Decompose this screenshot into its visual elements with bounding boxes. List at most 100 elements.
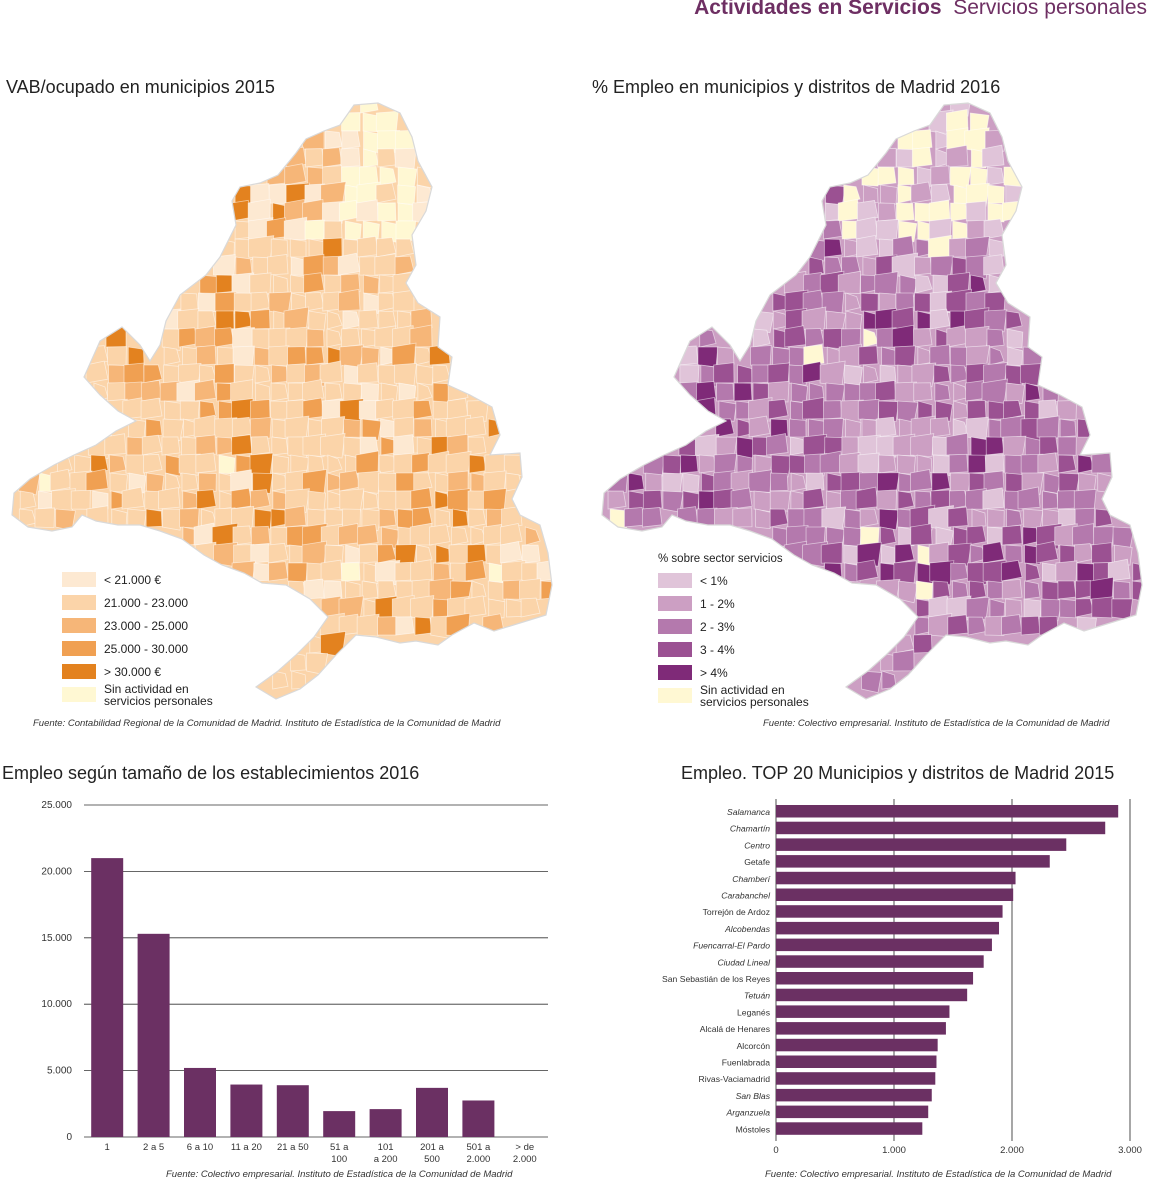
chart1-bar-chart: 0 5.000 10.000 15.000 20.000 25.000 1 2 a 5 6 a … (41, 800, 548, 1165)
municipality-cell (471, 580, 487, 600)
municipality-cell (1003, 166, 1025, 188)
municipality-cell (255, 382, 271, 402)
municipality-cell (301, 540, 328, 567)
municipality-cell (767, 398, 789, 420)
municipality-cell (911, 146, 933, 168)
municipality-cell (929, 560, 955, 586)
municipality-cell (324, 130, 343, 150)
municipality-cell (270, 364, 289, 384)
map2-legend-label: 3 - 4% (700, 642, 735, 657)
municipality-cell (1091, 596, 1114, 619)
municipality-cell (164, 454, 184, 477)
municipality-cell (859, 508, 879, 528)
municipality-cell (285, 146, 307, 168)
map2-legend-item: > 4% (658, 661, 809, 684)
municipality-cell (536, 559, 552, 582)
municipality-cell (488, 598, 506, 619)
municipality-cell (855, 486, 879, 510)
municipality-cell (468, 454, 487, 474)
map1-legend-item: 23.000 - 25.000 (62, 614, 213, 637)
y-tick-label: 25.000 (41, 800, 72, 811)
municipality-cell (1059, 418, 1077, 438)
map1-legend-item: > 30.000 € (62, 660, 213, 683)
municipality-cell (913, 328, 933, 348)
municipality-cell (878, 454, 897, 474)
municipality-cell (863, 364, 879, 384)
municipality-cell (105, 326, 127, 348)
municipality-cell (952, 220, 969, 240)
municipality-cell (193, 414, 217, 438)
municipality-cell (1059, 598, 1078, 619)
municipality-cell (748, 397, 773, 422)
municipality-cell (447, 470, 469, 492)
municipality-cell (913, 382, 933, 402)
bar (776, 1022, 946, 1035)
municipality-cell (195, 452, 217, 474)
municipality-cell (343, 418, 361, 438)
municipality-cell (930, 417, 951, 438)
municipality-cell (270, 526, 290, 547)
municipality-cell (196, 344, 217, 366)
map2-legend-item: 1 - 2% (658, 592, 809, 615)
map1-legend-swatch (62, 687, 96, 702)
map2-legend-item: 3 - 4% (658, 638, 809, 661)
municipality-cell (340, 327, 361, 348)
municipality-cell (987, 400, 1005, 420)
municipality-cell (104, 433, 127, 456)
municipality-cell (1057, 580, 1077, 600)
municipality-cell (737, 364, 753, 384)
municipality-cell (898, 220, 918, 243)
municipality-cell (320, 631, 347, 658)
municipality-cell (413, 418, 433, 438)
municipality-cell (678, 345, 699, 366)
map1-source: Fuente: Contabilidad Regional de la Comu… (33, 718, 501, 729)
map2-legend-swatch (658, 573, 692, 588)
municipality-cell (863, 184, 879, 204)
map2-legend-title: % sobre sector servicios (658, 553, 783, 565)
municipality-cell (322, 147, 343, 168)
y-tick-label: Centro (744, 840, 770, 850)
municipality-cell (1006, 508, 1023, 528)
municipality-cell (429, 524, 451, 546)
municipality-cell (875, 578, 901, 604)
municipality-cell (393, 434, 415, 456)
municipality-cell (500, 523, 523, 546)
municipality-cell (802, 487, 825, 510)
municipality-cell (841, 436, 861, 456)
municipality-cell (249, 272, 272, 295)
map1-title: VAB/ocupado en municipios 2015 (6, 77, 275, 97)
municipality-cell (146, 472, 165, 494)
municipality-cell (732, 507, 753, 528)
municipality-cell (770, 454, 793, 478)
municipality-cell (378, 490, 399, 512)
municipality-cell (624, 506, 645, 528)
municipality-cell (1057, 436, 1077, 456)
map2-legend-label: Sin actividad en servicios personales (700, 682, 809, 709)
municipality-cell (950, 202, 969, 222)
municipality-cell (911, 362, 937, 388)
municipality-cell (214, 363, 235, 384)
municipality-cell (355, 450, 380, 475)
x-tick-label: 501 a 2.000 (467, 1142, 491, 1165)
municipality-cell (770, 418, 789, 438)
municipality-cell (254, 364, 271, 384)
municipality-cell (214, 291, 238, 315)
municipality-cell (843, 526, 862, 547)
municipality-cell (452, 508, 469, 528)
municipality-cell (927, 234, 952, 259)
municipality-cell (357, 470, 381, 494)
municipality-cell (879, 526, 897, 546)
map2-legend-swatch (658, 688, 692, 703)
municipality-cell (875, 416, 897, 438)
x-tick-label: 2.000 (1000, 1145, 1024, 1155)
municipality-cell (524, 526, 541, 546)
municipality-cell (158, 487, 181, 510)
municipality-cell (410, 559, 433, 582)
map1-legend-label: 23.000 - 25.000 (104, 618, 189, 633)
municipality-cell (935, 400, 953, 422)
municipality-cell (143, 364, 163, 384)
y-tick-label: Carabanchel (721, 891, 771, 901)
municipality-cell (1000, 559, 1023, 582)
municipality-cell (247, 198, 271, 222)
municipality-cell (199, 400, 217, 420)
